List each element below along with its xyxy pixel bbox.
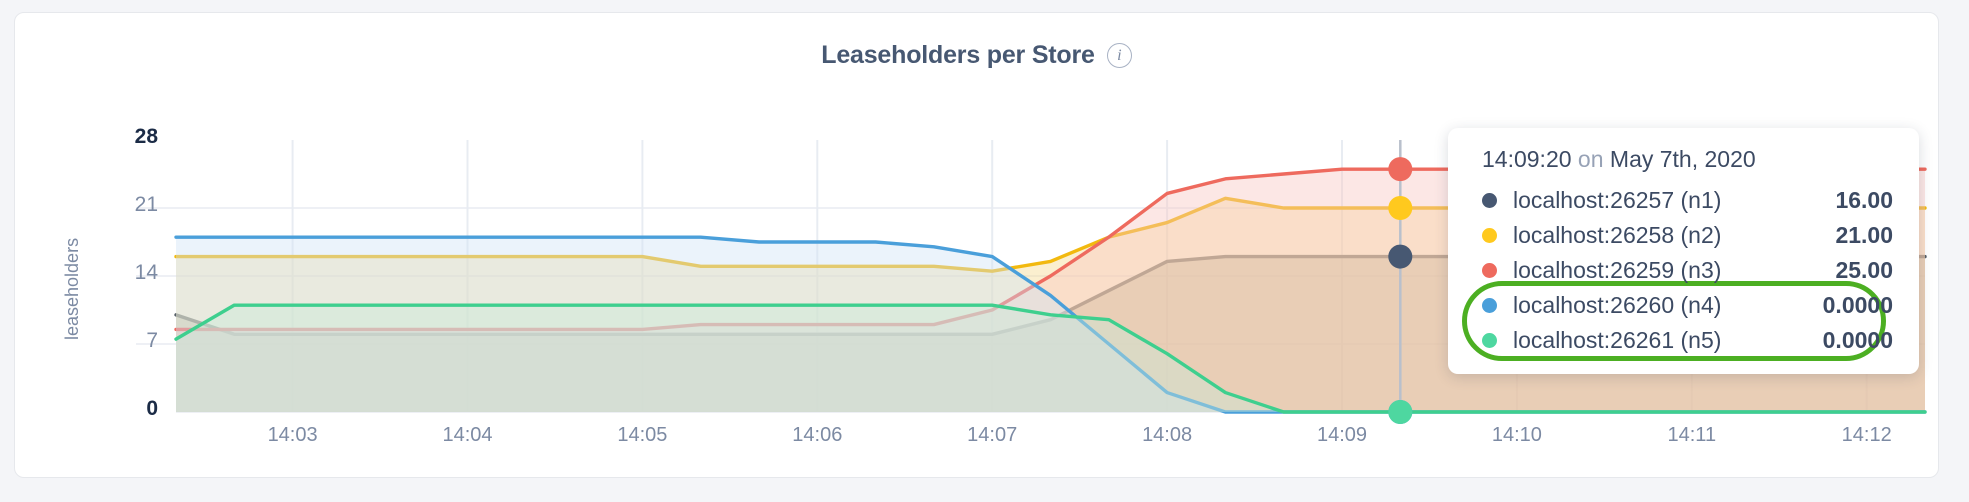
series-color-dot (1482, 263, 1497, 278)
y-tick-label: 21 (134, 193, 158, 216)
series-color-dot (1482, 298, 1497, 313)
series-line-n5 (174, 303, 1927, 414)
tooltip-series-value: 25.00 (1835, 257, 1893, 283)
tooltip-time: 14:09:20 (1482, 146, 1572, 172)
x-tick-label: 14:08 (1142, 424, 1193, 446)
tooltip-row: localhost:26260 (n4) 0.0000 (1482, 288, 1893, 323)
x-tick-label: 14:12 (1841, 424, 1892, 446)
y-axis-label: leaseholders (62, 237, 82, 340)
data-point-marker-n3 (1388, 157, 1413, 182)
data-point-marker-n1 (1388, 244, 1413, 269)
tooltip-row: localhost:26258 (n2) 21.00 (1482, 218, 1893, 253)
page-title: Leaseholders per Store i (15, 41, 1938, 70)
data-point-marker-n5 (1388, 400, 1413, 424)
tooltip-rows: localhost:26257 (n1) 16.00 localhost:26258… (1462, 183, 1893, 361)
tooltip-series-value: 0.0000 (1822, 292, 1893, 318)
y-tick-label: 7 (146, 329, 158, 352)
series-color-dot (1482, 333, 1497, 348)
x-tick-label: 14:03 (267, 424, 318, 446)
tooltip-series-label: localhost:26258 (n2) (1513, 222, 1722, 248)
x-tick-label: 14:10 (1491, 424, 1542, 446)
chart-title-text: Leaseholders per Store (821, 41, 1095, 69)
series-area-n5 (176, 305, 1925, 412)
tooltip-row: localhost:26257 (n1) 16.00 (1482, 183, 1893, 218)
y-tick-label: 0 (146, 397, 158, 420)
tooltip-series-label: localhost:26260 (n4) (1513, 292, 1722, 318)
tooltip-series-label: localhost:26261 (n5) (1513, 327, 1722, 353)
tooltip-on-word: on (1577, 146, 1604, 172)
tooltip-date: May 7th, 2020 (1609, 146, 1756, 172)
x-tick-label: 14:05 (617, 424, 668, 446)
tooltip-row: localhost:26261 (n5) 0.0000 (1482, 323, 1893, 358)
tooltip-series-value: 16.00 (1835, 187, 1893, 213)
x-tick-label: 14:06 (792, 424, 843, 446)
series-color-dot (1482, 228, 1497, 243)
x-tick-label: 14:04 (442, 424, 493, 446)
y-tick-label: 28 (134, 125, 158, 148)
tooltip-series-label: localhost:26257 (n1) (1513, 187, 1722, 213)
series-color-dot (1482, 193, 1497, 208)
tooltip-series-label: localhost:26259 (n3) (1513, 257, 1722, 283)
x-tick-label: 14:11 (1667, 424, 1717, 446)
x-tick-label: 14:07 (967, 424, 1018, 446)
series-area-n4 (176, 237, 1925, 412)
x-tick-label: 14:09 (1316, 424, 1368, 446)
hover-tooltip: 14:09:20 on May 7th, 2020 localhost:2625… (1448, 128, 1919, 374)
info-icon[interactable]: i (1106, 43, 1132, 68)
tooltip-row: localhost:26259 (n3) 25.00 (1482, 253, 1893, 288)
y-tick-label: 14 (134, 261, 158, 284)
tooltip-series-value: 21.00 (1835, 222, 1893, 248)
tooltip-timestamp: 14:09:20 on May 7th, 2020 (1482, 146, 1893, 173)
tooltip-series-value: 0.0000 (1822, 327, 1893, 353)
data-point-marker-n2 (1388, 196, 1413, 220)
